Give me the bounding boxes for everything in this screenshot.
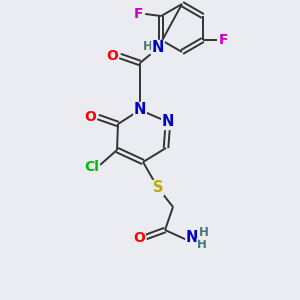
Text: F: F [134,7,143,21]
Text: N: N [186,230,198,245]
Text: S: S [153,181,163,196]
Text: N: N [152,40,164,56]
Text: H: H [143,40,153,53]
Text: N: N [134,103,146,118]
Text: Cl: Cl [85,160,99,174]
Text: O: O [133,231,145,245]
Text: N: N [162,115,174,130]
Text: O: O [84,110,96,124]
Text: O: O [106,49,118,63]
Text: F: F [219,33,229,47]
Text: H: H [197,238,207,251]
Text: H: H [199,226,209,239]
